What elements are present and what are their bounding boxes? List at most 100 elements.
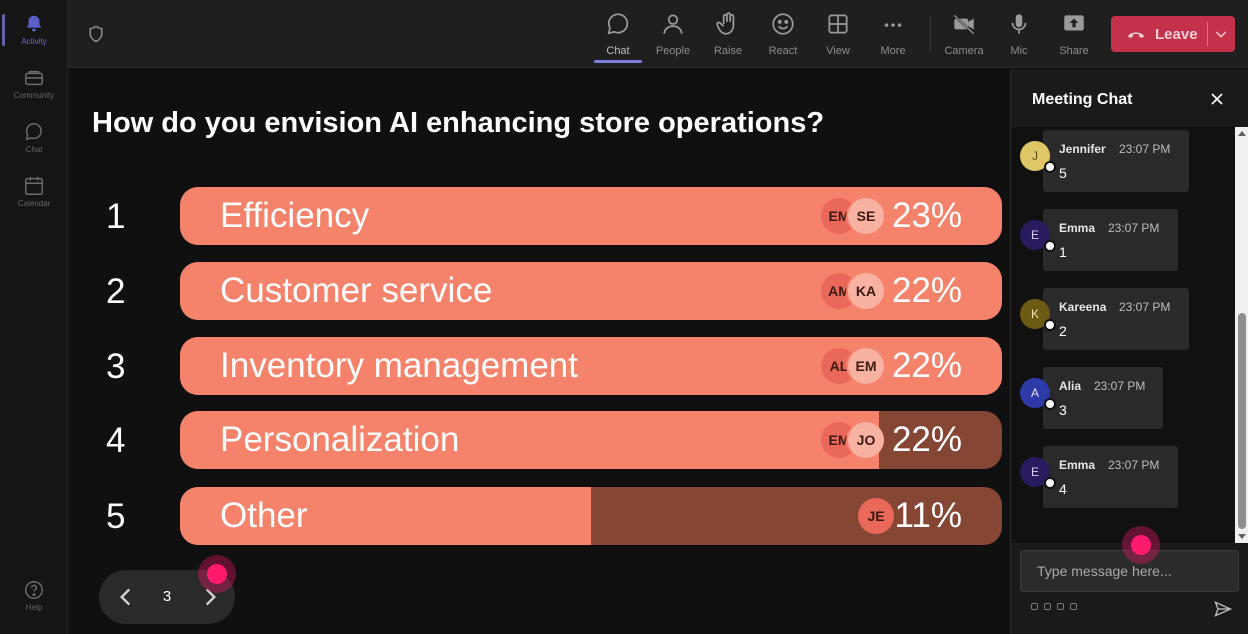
people-button[interactable]: People: [647, 8, 699, 60]
chat-message: Jennifer 23:07 PM 5 J: [1011, 127, 1235, 192]
presence-status-icon: [1044, 161, 1056, 173]
camera-button[interactable]: Camera: [938, 8, 990, 60]
rail-item-calendar[interactable]: Calendar: [0, 166, 68, 216]
chat-message: Alia 23:07 PM 3 A: [1011, 364, 1235, 429]
message-input[interactable]: [1020, 550, 1239, 592]
leave-button[interactable]: Leave: [1111, 16, 1235, 52]
format-icon[interactable]: [1031, 603, 1038, 610]
avatar[interactable]: K: [1020, 299, 1050, 329]
poll-option-bar: Personalization EM JO 22%: [180, 411, 1002, 469]
camera-off-icon: [953, 14, 975, 35]
share-button[interactable]: Share: [1048, 8, 1100, 60]
scrollbar-thumb[interactable]: [1238, 313, 1246, 529]
presence-status-icon: [1044, 240, 1056, 252]
chat-scrollbar[interactable]: [1235, 127, 1248, 543]
message-sender: Emma: [1059, 458, 1096, 472]
help-icon: [25, 580, 43, 599]
chat-icon: [25, 122, 42, 140]
poll-option-bar: Efficiency EM SE 23%: [180, 187, 1002, 245]
poll-option-bar: Other JE 11%: [180, 487, 1002, 545]
message-bubble: Emma 23:07 PM 4: [1043, 446, 1178, 508]
chat-message: Kareena 23:07 PM 2 K: [1011, 285, 1235, 350]
view-button-label: View: [826, 45, 850, 57]
presence-status-icon: [1044, 319, 1056, 331]
poll-option-number: 2: [106, 272, 126, 311]
message-text: 1: [1059, 244, 1067, 260]
hand-icon: [716, 12, 735, 35]
chat-message: Emma 23:07 PM 1 E: [1011, 206, 1235, 271]
voter-avatar: JO: [848, 422, 884, 458]
poll-option: 1 Efficiency EM SE 23%: [68, 187, 1008, 245]
message-sender: Kareena: [1059, 300, 1107, 314]
rail-item-label: Chat: [25, 144, 43, 154]
poll-option: 3 Inventory management AL EM 22%: [68, 337, 1008, 395]
message-sender: Emma: [1059, 221, 1096, 235]
attach-icon[interactable]: [1044, 603, 1051, 610]
chat-icon: [607, 13, 629, 35]
meeting-toolbar: Chat People Raise React View More Camera…: [68, 0, 1248, 68]
poll-option-number: 3: [106, 347, 126, 386]
page-number: 3: [162, 588, 172, 605]
poll-option-label: Customer service: [220, 271, 493, 310]
poll-option-bar: Inventory management AL EM 22%: [180, 337, 1002, 395]
calendar-icon: [25, 176, 43, 195]
chevron-down-icon[interactable]: [1213, 26, 1229, 42]
rail-item-activity[interactable]: Activity: [0, 4, 68, 54]
poll-option-number: 4: [106, 421, 126, 460]
poll-option-percent: 22%: [891, 420, 962, 459]
poll-option-percent: 11%: [894, 496, 962, 535]
poll-option-percent: 22%: [891, 271, 962, 310]
grid-icon: [828, 14, 848, 34]
raise-hand-button[interactable]: Raise: [702, 8, 754, 60]
message-text: 3: [1059, 402, 1067, 418]
message-text: 5: [1059, 165, 1067, 181]
leave-button-label: Leave: [1155, 25, 1198, 43]
message-bubble: Alia 23:07 PM 3: [1043, 367, 1163, 429]
voter-avatar: SE: [848, 198, 884, 234]
rail-item-community[interactable]: Community: [0, 58, 68, 108]
poll-stage: How do you envision AI enhancing store o…: [68, 69, 1010, 634]
chevron-right-icon[interactable]: [197, 584, 223, 610]
chevron-left-icon[interactable]: [113, 584, 139, 610]
share-button-label: Share: [1059, 45, 1089, 57]
send-icon[interactable]: [1213, 599, 1233, 619]
rail-item-help[interactable]: Help: [0, 570, 68, 620]
cursor-indicator: [1122, 526, 1160, 564]
react-button-label: React: [768, 45, 798, 57]
chat-button[interactable]: Chat: [592, 8, 644, 63]
view-button[interactable]: View: [812, 8, 864, 60]
mic-button-label: Mic: [1010, 45, 1028, 57]
gif-icon[interactable]: [1070, 603, 1077, 610]
cursor-indicator: [198, 555, 236, 593]
message-sender: Jennifer: [1059, 142, 1106, 156]
more-button-label: More: [880, 45, 906, 57]
smiley-icon: [772, 13, 794, 35]
people-button-label: People: [655, 45, 691, 57]
message-bubble: Emma 23:07 PM 1: [1043, 209, 1178, 271]
presence-status-icon: [1044, 477, 1056, 489]
message-timestamp: 23:07 PM: [1119, 300, 1171, 314]
message-bubble: Kareena 23:07 PM 2: [1043, 288, 1189, 350]
poll-question: How do you envision AI enhancing store o…: [92, 107, 825, 139]
poll-option: 4 Personalization EM JO 22%: [68, 411, 1008, 469]
more-button[interactable]: More: [867, 8, 919, 60]
chat-message-list[interactable]: Jennifer 23:07 PM 5 J Emma 23:07 PM 1 E Kareena 2…: [1011, 127, 1235, 543]
message-bubble: Jennifer 23:07 PM 5: [1043, 130, 1189, 192]
rail-item-chat[interactable]: Chat: [0, 112, 68, 162]
community-icon: [25, 70, 43, 85]
poll-option-label: Other: [220, 496, 308, 535]
emoji-icon[interactable]: [1057, 603, 1064, 610]
rail-item-label: Calendar: [17, 198, 51, 208]
message-timestamp: 23:07 PM: [1108, 221, 1160, 235]
chat-message: Emma 23:07 PM 4 E: [1011, 443, 1235, 508]
react-button[interactable]: React: [757, 8, 809, 60]
close-icon[interactable]: [1207, 89, 1227, 109]
raise-hand-button-label: Raise: [713, 45, 743, 57]
shield-icon[interactable]: [86, 24, 106, 44]
bell-icon: [26, 15, 42, 31]
scroll-down-icon[interactable]: [1237, 531, 1247, 541]
message-timestamp: 23:07 PM: [1108, 458, 1160, 472]
poll-option: 5 Other JE 11%: [68, 487, 1008, 545]
scroll-up-icon[interactable]: [1237, 129, 1247, 139]
mic-button[interactable]: Mic: [993, 8, 1045, 60]
